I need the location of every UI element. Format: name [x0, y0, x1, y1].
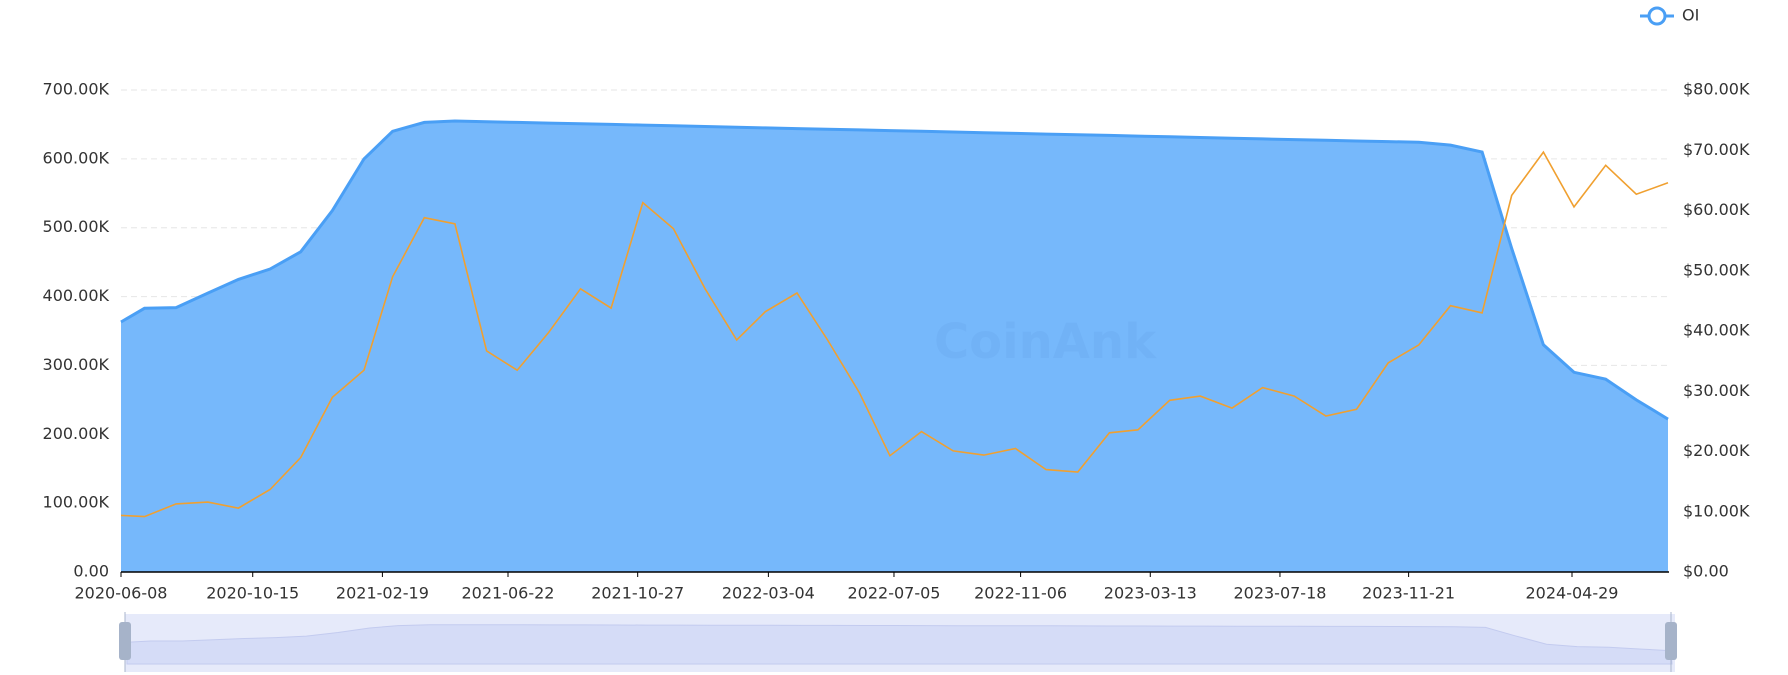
- y-tick-label: 400.00K: [43, 286, 110, 305]
- x-tick-label: 2020-06-08: [75, 584, 168, 603]
- y-tick-label: 300.00K: [43, 355, 110, 374]
- watermark: CoinAnk: [934, 314, 1157, 370]
- x-tick-label: 2023-07-18: [1233, 584, 1326, 603]
- x-tick-label: 2022-07-05: [847, 584, 940, 603]
- y2-tick-label: $0.00: [1683, 562, 1729, 581]
- line: [120, 150, 1669, 518]
- navigator-handle[interactable]: [119, 622, 131, 660]
- y2-tick-label: $50.00K: [1683, 260, 1750, 279]
- y-tick-label: 700.00K: [43, 80, 110, 99]
- legend[interactable]: OI: [1640, 6, 1699, 26]
- x-tick-label: 2022-11-06: [974, 584, 1067, 603]
- x-tick-label: 2024-04-29: [1526, 584, 1619, 603]
- y2-tick-label: $40.00K: [1683, 321, 1750, 340]
- x-tick-label: 2023-11-21: [1362, 584, 1455, 603]
- y-tick-label: 0.00: [73, 562, 109, 581]
- y2-tick-label: $20.00K: [1683, 441, 1750, 460]
- y2-tick-label: $30.00K: [1683, 381, 1750, 400]
- x-tick-label: 2020-10-15: [206, 584, 299, 603]
- y-tick-label: 200.00K: [43, 424, 110, 443]
- y-tick-label: 100.00K: [43, 493, 110, 512]
- y2-tick-label: $10.00K: [1683, 501, 1750, 520]
- y2-tick-label: $60.00K: [1683, 200, 1750, 219]
- y-tick-label: 600.00K: [43, 148, 110, 167]
- y-tick-label: 500.00K: [43, 217, 110, 236]
- y2-tick-label: $70.00K: [1683, 140, 1750, 159]
- x-tick-label: 2021-10-27: [591, 584, 684, 603]
- area-line: [120, 119, 1669, 421]
- navigator-area: [126, 624, 1673, 665]
- x-tick-label: 2023-03-13: [1104, 584, 1197, 603]
- legend-label: OI: [1682, 6, 1699, 25]
- x-tick-label: 2021-06-22: [462, 584, 555, 603]
- area: [121, 121, 1668, 572]
- legend-icon: [1647, 6, 1667, 26]
- y2-tick-label: $80.00K: [1683, 80, 1750, 99]
- x-tick-label: 2021-02-19: [336, 584, 429, 603]
- navigator-handle[interactable]: [1665, 622, 1677, 660]
- x-tick-label: 2022-03-04: [722, 584, 815, 603]
